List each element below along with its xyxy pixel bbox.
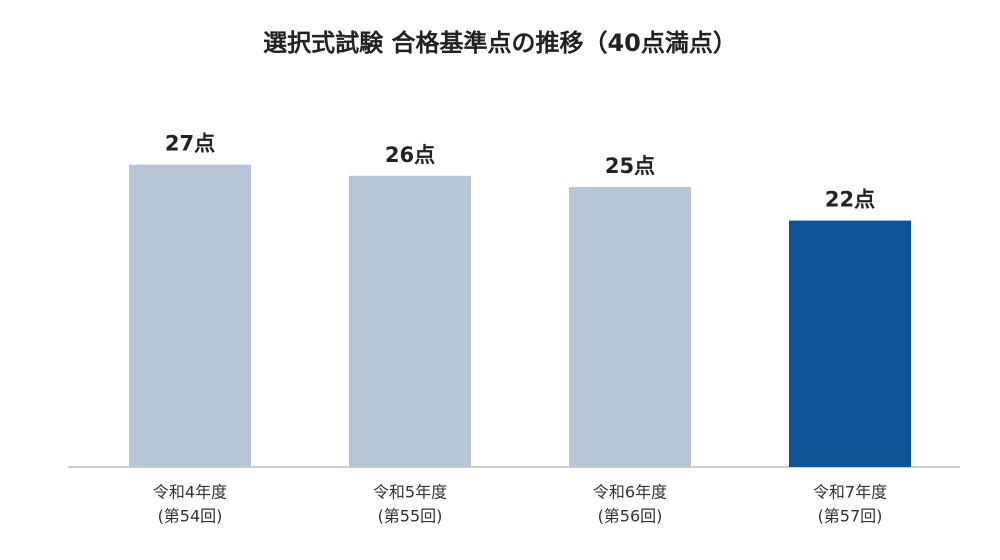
- x-tick-label: 令和5年度: [373, 483, 447, 502]
- x-tick-label: (第55回): [378, 507, 443, 526]
- value-label: 27点: [165, 132, 215, 156]
- bar: [569, 187, 691, 467]
- x-tick-label: 令和4年度: [153, 483, 227, 502]
- bar: [789, 220, 911, 467]
- x-tick-label: (第57回): [818, 507, 883, 526]
- chart-title: 選択式試験 合格基準点の推移（40点満点）: [263, 29, 737, 57]
- bar: [349, 175, 471, 468]
- x-tick-label: (第54回): [158, 507, 223, 526]
- x-tick-label: (第56回): [598, 507, 663, 526]
- value-label: 25点: [605, 154, 655, 178]
- value-label: 22点: [825, 188, 875, 212]
- x-tick-label: 令和7年度: [813, 483, 887, 502]
- x-tick-label: 令和6年度: [593, 483, 667, 502]
- bar: [129, 164, 251, 467]
- value-label: 26点: [385, 143, 435, 167]
